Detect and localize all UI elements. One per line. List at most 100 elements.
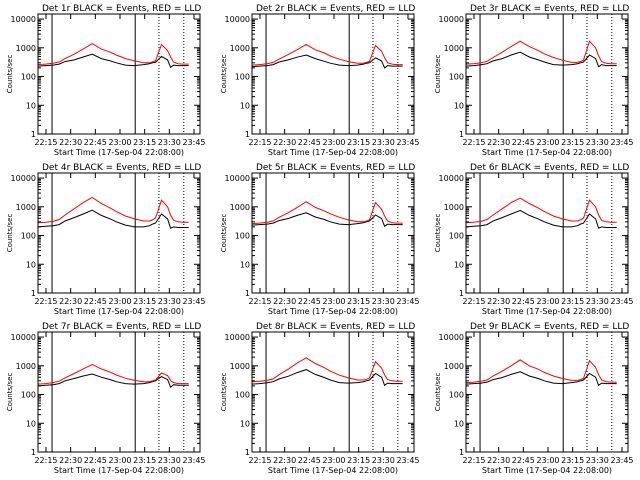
y-tick-label: 10000 bbox=[225, 15, 250, 24]
panel-title: Det 4r BLACK = Events, RED = LLD bbox=[42, 163, 201, 173]
x-tick-label: 22:30 bbox=[273, 138, 296, 147]
x-tick-label: 23:00 bbox=[322, 297, 345, 306]
x-tick-label: 23:00 bbox=[108, 297, 131, 306]
y-tick-label: 10 bbox=[454, 101, 464, 110]
series-lld-line bbox=[251, 357, 403, 383]
x-tick-label: 22:15 bbox=[462, 138, 485, 147]
y-tick-label: 1000 bbox=[444, 362, 464, 371]
y-tick-label: 10 bbox=[240, 419, 250, 428]
detector-panel-7: Det 7r BLACK = Events, RED = LLD 1 10 100 10… bbox=[6, 322, 206, 475]
y-tick-label: 10 bbox=[240, 101, 250, 110]
x-tick-label: 23:45 bbox=[182, 456, 205, 465]
y-tick-label: 1000 bbox=[16, 44, 36, 53]
panel-title: Det 6r BLACK = Events, RED = LLD bbox=[470, 163, 629, 173]
x-tick-label: 23:45 bbox=[396, 456, 419, 465]
series-events-line bbox=[251, 369, 403, 387]
y-tick-label: 10000 bbox=[225, 333, 250, 342]
plot-frame bbox=[465, 13, 629, 135]
x-tick-label: 22:15 bbox=[248, 138, 271, 147]
x-tick-label: 23:00 bbox=[322, 138, 345, 147]
y-tick-label: 10000 bbox=[11, 333, 36, 342]
series-events-line bbox=[465, 209, 617, 229]
x-tick-label: 23:15 bbox=[347, 138, 370, 147]
y-tick-label: 1 bbox=[459, 289, 464, 298]
y-tick-label: 10 bbox=[454, 419, 464, 428]
plot-frame bbox=[251, 172, 415, 294]
x-tick-label: 23:15 bbox=[347, 456, 370, 465]
x-axis-label: Start Time (17-Sep-04 22:08:00) bbox=[54, 307, 184, 316]
x-tick-label: 23:15 bbox=[133, 297, 156, 306]
y-tick-label: 10 bbox=[26, 260, 36, 269]
plot-frame bbox=[465, 172, 629, 294]
panel-title: Det 2r BLACK = Events, RED = LLD bbox=[256, 4, 415, 14]
x-tick-label: 23:00 bbox=[108, 456, 131, 465]
x-tick-label: 23:45 bbox=[182, 297, 205, 306]
y-tick-label: 10000 bbox=[439, 333, 464, 342]
panel-title: Det 8r BLACK = Events, RED = LLD bbox=[256, 322, 415, 332]
x-tick-label: 23:15 bbox=[561, 297, 584, 306]
y-axis-label: Counts/sec bbox=[434, 214, 442, 253]
detector-panel-8: Det 8r BLACK = Events, RED = LLD 1 10 100 10… bbox=[220, 322, 420, 475]
x-tick-label: 23:45 bbox=[182, 138, 205, 147]
y-tick-label: 1000 bbox=[444, 203, 464, 212]
x-tick-label: 22:15 bbox=[34, 138, 57, 147]
series-lld-line bbox=[37, 364, 189, 385]
panel-title: Det 7r BLACK = Events, RED = LLD bbox=[42, 322, 201, 332]
detector-panel-2: Det 2r BLACK = Events, RED = LLD 1 10 100 10… bbox=[220, 4, 420, 157]
series-events-line bbox=[37, 53, 189, 69]
y-tick-label: 100 bbox=[449, 391, 464, 400]
x-tick-label: 22:45 bbox=[84, 138, 107, 147]
x-tick-label: 23:45 bbox=[610, 456, 633, 465]
x-tick-label: 23:15 bbox=[561, 138, 584, 147]
y-tick-label: 10 bbox=[240, 260, 250, 269]
y-tick-label: 100 bbox=[235, 391, 250, 400]
x-tick-label: 23:15 bbox=[347, 297, 370, 306]
x-tick-label: 23:30 bbox=[586, 456, 609, 465]
x-tick-label: 23:00 bbox=[536, 456, 559, 465]
y-axis-label: Counts/sec bbox=[6, 373, 14, 412]
plot-frame bbox=[37, 331, 201, 453]
plot-frame bbox=[37, 13, 201, 135]
y-tick-label: 1 bbox=[245, 130, 250, 139]
x-axis-label: Start Time (17-Sep-04 22:08:00) bbox=[482, 466, 612, 475]
x-tick-label: 22:30 bbox=[59, 138, 82, 147]
series-lld-line bbox=[251, 43, 403, 66]
y-axis-label: Counts/sec bbox=[434, 373, 442, 412]
panel-title: Det 5r BLACK = Events, RED = LLD bbox=[256, 163, 415, 173]
series-events-line bbox=[465, 51, 617, 68]
x-tick-label: 22:45 bbox=[84, 297, 107, 306]
y-tick-label: 1000 bbox=[230, 44, 250, 53]
x-tick-label: 23:30 bbox=[158, 456, 181, 465]
x-tick-label: 22:30 bbox=[273, 456, 296, 465]
series-lld-line bbox=[37, 43, 189, 66]
panel-title: Det 1r BLACK = Events, RED = LLD bbox=[42, 4, 201, 14]
x-tick-label: 23:30 bbox=[586, 138, 609, 147]
x-tick-label: 23:30 bbox=[158, 297, 181, 306]
x-tick-label: 23:30 bbox=[372, 297, 395, 306]
y-tick-label: 100 bbox=[21, 232, 36, 241]
y-tick-label: 1 bbox=[459, 130, 464, 139]
x-tick-label: 23:00 bbox=[536, 138, 559, 147]
x-axis-label: Start Time (17-Sep-04 22:08:00) bbox=[268, 148, 398, 157]
y-tick-label: 1000 bbox=[230, 203, 250, 212]
y-tick-label: 100 bbox=[21, 391, 36, 400]
x-tick-label: 23:30 bbox=[372, 138, 395, 147]
y-tick-label: 1 bbox=[245, 448, 250, 457]
x-tick-label: 22:45 bbox=[512, 456, 535, 465]
x-axis-label: Start Time (17-Sep-04 22:08:00) bbox=[268, 466, 398, 475]
x-tick-label: 22:15 bbox=[248, 456, 271, 465]
y-tick-label: 10 bbox=[26, 101, 36, 110]
x-tick-label: 22:15 bbox=[34, 297, 57, 306]
plot-frame bbox=[251, 331, 415, 453]
series-lld-line bbox=[465, 197, 617, 224]
y-axis-label: Counts/sec bbox=[6, 214, 14, 253]
x-axis-label: Start Time (17-Sep-04 22:08:00) bbox=[268, 307, 398, 316]
x-tick-label: 23:45 bbox=[610, 138, 633, 147]
panel-title: Det 9r BLACK = Events, RED = LLD bbox=[470, 322, 629, 332]
x-tick-label: 22:45 bbox=[298, 456, 321, 465]
x-tick-label: 22:30 bbox=[59, 297, 82, 306]
x-tick-label: 22:30 bbox=[59, 456, 82, 465]
y-tick-label: 10000 bbox=[11, 174, 36, 183]
y-axis-label: Counts/sec bbox=[220, 373, 228, 412]
series-events-line bbox=[251, 54, 403, 69]
